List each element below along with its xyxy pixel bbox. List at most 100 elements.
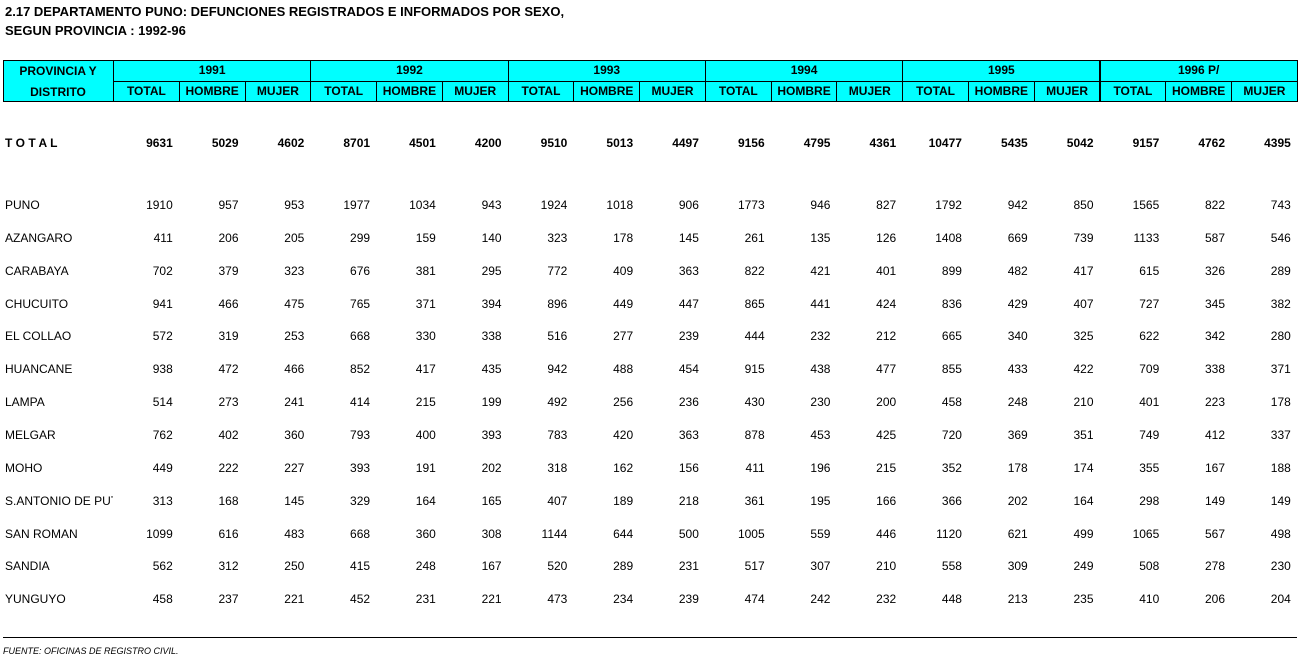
cell-value: 709 <box>1139 362 1160 377</box>
cell-value: 360 <box>415 526 436 541</box>
cell-value: 743 <box>1270 198 1291 212</box>
cell-value: 340 <box>1007 329 1028 344</box>
cell-value: 215 <box>876 460 897 475</box>
cell-value: 135 <box>810 230 831 245</box>
cell-value: 517 <box>744 559 765 574</box>
column-header: TOTAL <box>704 80 772 102</box>
cell-value: 188 <box>1270 460 1291 475</box>
cell-value: 325 <box>1073 329 1094 344</box>
cell-value: 394 <box>481 296 502 311</box>
cell-value: 4395 <box>1264 136 1291 150</box>
cell-value: 371 <box>1270 362 1291 377</box>
cell-value: 410 <box>1139 592 1160 607</box>
total-label: T O T A L <box>5 136 58 150</box>
cell-value: 196 <box>810 460 831 475</box>
row-label: EL COLLAO <box>5 329 72 344</box>
year-header: 1996 P/ <box>1099 60 1298 82</box>
cell-value: 308 <box>481 526 502 541</box>
cell-value: 352 <box>941 460 962 475</box>
cell-value: 9156 <box>737 136 765 150</box>
cell-value: 189 <box>613 493 634 508</box>
column-header: TOTAL <box>310 80 378 102</box>
cell-value: 178 <box>613 230 634 245</box>
cell-value: 865 <box>744 296 765 311</box>
cell-value: 351 <box>1073 427 1094 442</box>
cell-value: 195 <box>810 493 831 508</box>
year-header: 1992 <box>310 60 509 82</box>
cell-value: 371 <box>415 296 436 311</box>
cell-value: 278 <box>1205 559 1226 574</box>
cell-value: 149 <box>1270 493 1291 508</box>
cell-value: 458 <box>941 395 962 410</box>
header-cell <box>3 60 114 102</box>
cell-value: 425 <box>876 427 897 442</box>
cell-value: 615 <box>1139 263 1160 278</box>
cell-value: 307 <box>810 559 831 574</box>
cell-value: 145 <box>678 230 699 245</box>
cell-value: 379 <box>218 263 239 278</box>
cell-value: 407 <box>1073 296 1094 311</box>
cell-value: 822 <box>744 263 765 278</box>
column-header: TOTAL <box>1099 80 1167 102</box>
cell-value: 382 <box>1270 296 1291 311</box>
cell-value: 473 <box>547 592 568 607</box>
cell-value: 676 <box>350 263 371 278</box>
cell-value: 855 <box>941 362 962 377</box>
cell-value: 482 <box>1007 263 1028 278</box>
cell-value: 165 <box>481 493 502 508</box>
cell-value: 452 <box>350 592 371 607</box>
cell-value: 242 <box>810 592 831 607</box>
cell-value: 915 <box>744 362 765 377</box>
cell-value: 1773 <box>737 198 765 212</box>
cell-value: 200 <box>876 395 897 410</box>
cell-value: 4361 <box>869 136 897 150</box>
cell-value: 361 <box>744 493 765 508</box>
cell-value: 727 <box>1139 296 1160 311</box>
cell-value: 483 <box>284 526 305 541</box>
column-header: MUJER <box>441 80 509 102</box>
cell-value: 420 <box>613 427 634 442</box>
cell-value: 202 <box>1007 493 1028 508</box>
cell-value: 4200 <box>474 136 502 150</box>
cell-value: 720 <box>941 427 962 442</box>
cell-value: 906 <box>678 198 699 212</box>
cell-value: 1120 <box>936 526 962 541</box>
cell-value: 441 <box>810 296 831 311</box>
column-header: HOMBRE <box>967 80 1035 102</box>
cell-value: 669 <box>1007 230 1028 245</box>
cell-value: 444 <box>744 329 765 344</box>
cell-value: 393 <box>481 427 502 442</box>
cell-value: 435 <box>481 362 502 377</box>
year-header: 1993 <box>507 60 706 82</box>
column-header: HOMBRE <box>376 80 443 102</box>
cell-value: 433 <box>1007 362 1028 377</box>
cell-value: 772 <box>547 263 568 278</box>
cell-value: 415 <box>350 559 371 574</box>
cell-value: 164 <box>415 493 436 508</box>
cell-value: 289 <box>1270 263 1291 278</box>
cell-value: 421 <box>810 263 831 278</box>
cell-value: 202 <box>481 460 502 475</box>
cell-value: 622 <box>1139 329 1160 344</box>
cell-value: 360 <box>284 427 305 442</box>
cell-value: 159 <box>415 230 436 245</box>
cell-value: 417 <box>415 362 436 377</box>
footer: FUENTE: OFICINAS DE REGISTRO CIVIL. <box>3 646 179 656</box>
cell-value: 5042 <box>1066 136 1094 150</box>
row-label: MELGAR <box>5 427 56 442</box>
title-line: SEGUN PROVINCIA : 1992-96 <box>5 23 186 38</box>
cell-value: 400 <box>415 427 436 442</box>
cell-value: 665 <box>941 329 962 344</box>
cell-value: 210 <box>1073 395 1094 410</box>
cell-value: 9157 <box>1132 136 1160 150</box>
column-header: HOMBRE <box>573 80 641 102</box>
cell-value: 412 <box>1205 427 1226 442</box>
cell-value: 409 <box>613 263 634 278</box>
cell-value: 248 <box>1007 395 1028 410</box>
cell-value: 145 <box>284 493 305 508</box>
cell-value: 174 <box>1073 460 1094 475</box>
cell-value: 516 <box>547 329 568 344</box>
cell-value: 326 <box>1205 263 1226 278</box>
cell-value: 466 <box>218 296 239 311</box>
cell-value: 567 <box>1205 526 1226 541</box>
